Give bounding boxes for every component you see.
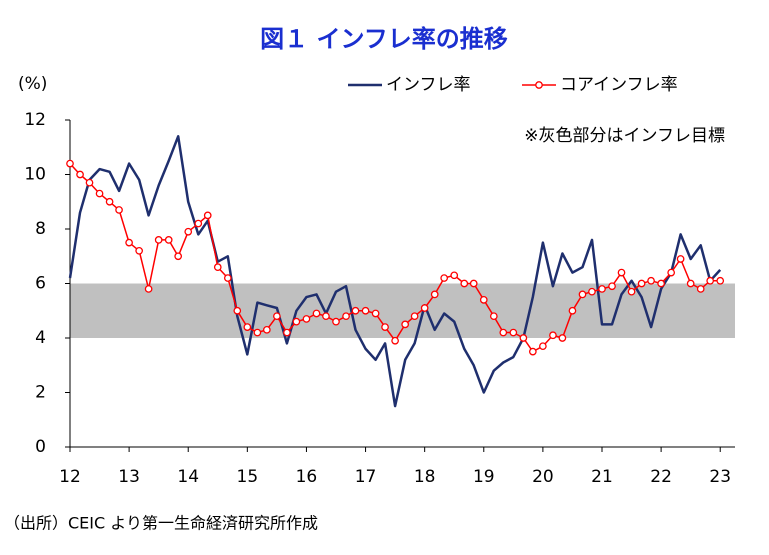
x-tick-label: 18 [414, 467, 436, 487]
series-marker [519, 334, 528, 342]
series-marker [460, 279, 469, 288]
series-marker [66, 159, 74, 168]
series-marker [322, 312, 330, 321]
series-marker [627, 287, 636, 296]
series-marker [568, 306, 577, 315]
x-tick-label: 20 [532, 467, 554, 487]
series-marker [184, 227, 193, 236]
series-marker [76, 170, 84, 179]
series-marker [489, 312, 498, 321]
series-marker [164, 236, 173, 244]
series-marker [135, 246, 144, 255]
series-marker [686, 279, 695, 288]
series-marker [499, 328, 508, 337]
series-marker [617, 268, 626, 277]
y-tick-label: 4 [35, 328, 46, 348]
series-marker [667, 268, 676, 277]
legend-label: コアインフレ率 [560, 75, 678, 95]
series-marker [342, 312, 350, 321]
x-tick-label: 21 [591, 467, 613, 487]
series-marker [716, 276, 725, 285]
x-tick-label: 13 [118, 467, 140, 487]
series-marker [125, 238, 133, 247]
series-marker [479, 295, 488, 304]
series-marker [283, 328, 291, 337]
series-marker [312, 309, 321, 318]
series-marker [253, 328, 262, 337]
series-marker [85, 178, 94, 187]
x-tick-label: 14 [177, 467, 199, 487]
series-marker [381, 323, 389, 331]
series-marker [95, 189, 104, 198]
series-marker [401, 320, 410, 329]
annotation: ※灰色部分はインフレ目標 [524, 126, 725, 146]
series-marker [539, 342, 547, 351]
series-marker [361, 306, 370, 315]
series-marker [430, 290, 439, 299]
series-marker [391, 336, 399, 345]
y-tick-label: 8 [35, 219, 46, 239]
series-marker [302, 315, 311, 323]
series-marker [696, 285, 705, 293]
series-marker [509, 328, 518, 337]
x-tick-label: 15 [237, 467, 259, 487]
series-marker [410, 312, 419, 321]
series-marker [528, 347, 537, 356]
series-marker [637, 279, 646, 288]
series-line [68, 135, 722, 408]
series-marker [273, 312, 281, 321]
y-tick-label: 6 [35, 274, 46, 294]
series-marker [332, 317, 340, 326]
series-marker [213, 263, 222, 271]
series-marker [115, 206, 123, 214]
series-marker [174, 252, 183, 261]
legend-label: インフレ率 [386, 75, 471, 95]
series-marker [223, 274, 232, 282]
series-marker [371, 309, 380, 318]
series-marker [154, 236, 163, 244]
chart-title: 図１ インフレ率の推移 [260, 25, 508, 53]
series-marker [558, 334, 567, 342]
series-marker [243, 323, 252, 331]
series-marker [144, 285, 153, 293]
x-tick-label: 17 [355, 467, 377, 487]
series-marker [676, 255, 685, 263]
series-marker [657, 279, 665, 288]
series-marker [588, 287, 596, 296]
y-axis-label: (%) [18, 74, 47, 94]
x-tick-label: 22 [650, 467, 672, 487]
y-tick-label: 0 [35, 437, 46, 457]
series-marker [647, 276, 655, 285]
x-tick-label: 12 [59, 467, 81, 487]
y-tick-label: 12 [24, 110, 46, 130]
x-tick-label: 19 [473, 467, 495, 487]
x-tick-label: 23 [709, 467, 731, 487]
series-marker [549, 331, 557, 340]
legend-marker [535, 81, 543, 89]
series-marker [608, 282, 616, 291]
series-marker [706, 276, 715, 285]
series-marker [233, 306, 242, 315]
series-marker [420, 304, 429, 312]
series-marker [194, 219, 203, 228]
series-marker [351, 306, 360, 315]
x-tick-label: 16 [296, 467, 318, 487]
series-marker [469, 279, 478, 288]
y-tick-label: 10 [24, 165, 46, 185]
series-marker [578, 290, 587, 299]
y-tick-label: 2 [35, 383, 46, 403]
series-marker [292, 317, 301, 326]
series-marker [105, 197, 114, 206]
series-marker [598, 285, 606, 293]
series-marker [440, 274, 449, 282]
source-note: （出所）CEIC より第一生命経済研究所作成 [4, 514, 318, 533]
series-marker [450, 271, 459, 280]
series-marker [262, 325, 271, 334]
series-marker [203, 211, 212, 220]
